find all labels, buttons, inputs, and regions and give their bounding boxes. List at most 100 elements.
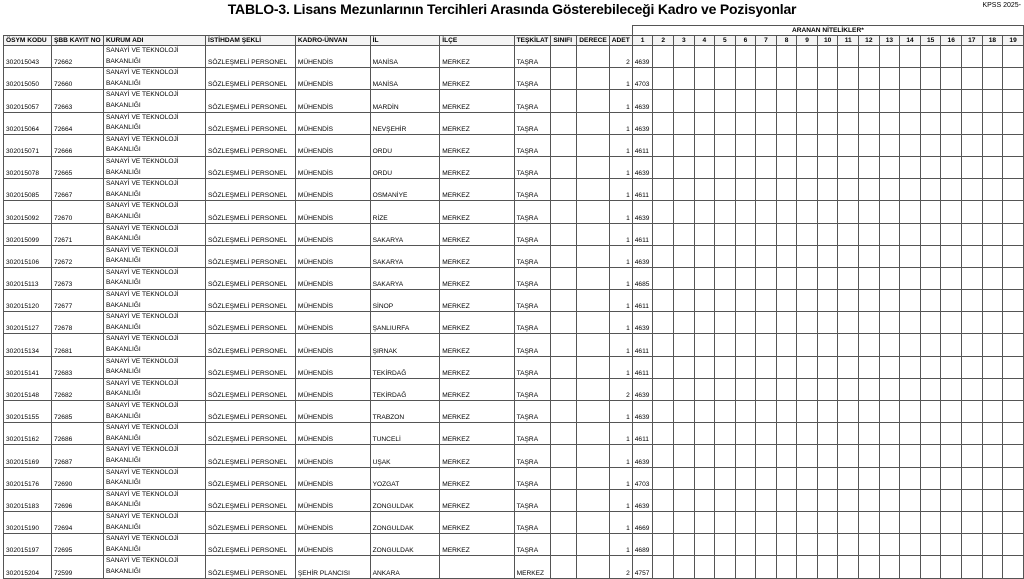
cell: SÖZLEŞMELİ PERSONEL	[205, 200, 296, 224]
empty-cell	[919, 111, 942, 135]
cell: 72681	[50, 333, 104, 357]
cell: TAŞRA	[513, 377, 552, 402]
cell: 1	[608, 244, 633, 268]
qualification-header: 19	[1002, 35, 1024, 46]
cell: 2	[608, 44, 633, 69]
cell	[550, 333, 578, 357]
cell: TAŞRA	[513, 289, 552, 313]
empty-cell	[837, 266, 860, 291]
empty-cell	[940, 200, 962, 224]
data-row: 302015148 72682 SANAYİ VE TEKNOLOJİ BAKANL…	[3, 377, 1024, 402]
empty-cell	[755, 155, 777, 180]
cell: TAŞRA	[513, 89, 552, 113]
qualification-header: 13	[878, 35, 901, 46]
empty-cell	[693, 355, 716, 379]
empty-cell	[693, 422, 716, 446]
empty-cell	[693, 311, 716, 335]
qualification-header: 17	[961, 35, 983, 46]
empty-cell	[652, 466, 675, 490]
empty-cell	[899, 510, 921, 535]
empty-cell	[837, 200, 860, 224]
cell: 72662	[50, 44, 104, 69]
empty-cell	[878, 89, 901, 113]
empty-cell	[775, 89, 798, 113]
qualification-header: 7	[755, 35, 777, 46]
empty-cell	[714, 311, 736, 335]
cell: MERKEZ	[439, 89, 515, 113]
column-header: KADRO-ÜNVAN	[294, 35, 371, 46]
cell: 4611	[631, 289, 654, 313]
empty-cell	[940, 222, 962, 246]
cell: SANAYİ VE TEKNOLOJİ BAKANLIĞI	[102, 111, 207, 135]
empty-cell	[673, 555, 695, 579]
cell: TAŞRA	[513, 133, 552, 157]
cell: ŞIRNAK	[369, 333, 441, 357]
data-row: 302015092 72670 SANAYİ VE TEKNOLOJİ BAKANL…	[3, 200, 1024, 224]
empty-cell	[693, 89, 716, 113]
empty-cell	[816, 289, 839, 313]
column-header: İL	[369, 35, 441, 46]
cell: 4703	[631, 67, 654, 91]
cell	[550, 555, 578, 579]
empty-cell	[961, 422, 983, 446]
cell: MÜHENDİS	[294, 355, 371, 379]
empty-cell	[919, 533, 942, 557]
empty-cell	[858, 377, 880, 402]
cell: ŞEHİR PLANCISI	[294, 555, 371, 579]
empty-cell	[693, 200, 716, 224]
empty-cell	[899, 289, 921, 313]
empty-cell	[858, 178, 880, 202]
cell: SANAYİ VE TEKNOLOJİ BAKANLIĞI	[102, 377, 207, 402]
cell: 4611	[631, 178, 654, 202]
empty-cell	[816, 266, 839, 291]
cell: 302015127	[3, 311, 52, 335]
empty-cell	[981, 44, 1004, 69]
cell	[576, 422, 610, 446]
cell: TRABZON	[369, 399, 441, 424]
cell: 72667	[50, 178, 104, 202]
empty-cell	[714, 266, 736, 291]
cell: SÖZLEŞMELİ PERSONEL	[205, 399, 296, 424]
empty-cell	[878, 178, 901, 202]
empty-cell	[919, 333, 942, 357]
cell: SAKARYA	[369, 222, 441, 246]
cell	[550, 222, 578, 246]
empty-cell	[714, 200, 736, 224]
cell: 4639	[631, 244, 654, 268]
cell: MERKEZ	[439, 488, 515, 512]
empty-cell	[919, 133, 942, 157]
cell: SÖZLEŞMELİ PERSONEL	[205, 355, 296, 379]
column-header: İSTİHDAM ŞEKLİ	[205, 35, 296, 46]
cell: TAŞRA	[513, 533, 552, 557]
empty-cell	[940, 111, 962, 135]
empty-cell	[755, 67, 777, 91]
cell: 302015176	[3, 466, 52, 490]
cell: MÜHENDİS	[294, 333, 371, 357]
cell: 1	[608, 466, 633, 490]
empty-cell	[858, 555, 880, 579]
cell	[576, 377, 610, 402]
cell: 1	[608, 266, 633, 291]
empty-cell	[734, 222, 757, 246]
empty-cell	[796, 422, 818, 446]
cell: 1	[608, 67, 633, 91]
cell	[576, 399, 610, 424]
empty-cell	[837, 311, 860, 335]
empty-cell	[734, 422, 757, 446]
empty-cell	[652, 155, 675, 180]
empty-cell	[837, 399, 860, 424]
cell: 1	[608, 444, 633, 468]
empty-cell	[919, 399, 942, 424]
empty-cell	[816, 555, 839, 579]
empty-cell	[981, 333, 1004, 357]
empty-cell	[919, 488, 942, 512]
empty-cell	[919, 422, 942, 446]
cell: SÖZLEŞMELİ PERSONEL	[205, 533, 296, 557]
empty-cell	[981, 555, 1004, 579]
empty-cell	[734, 488, 757, 512]
empty-cell	[714, 222, 736, 246]
data-row: 302015078 72665 SANAYİ VE TEKNOLOJİ BAKANL…	[3, 155, 1024, 180]
cell	[576, 289, 610, 313]
cell	[550, 178, 578, 202]
cell: 1	[608, 355, 633, 379]
